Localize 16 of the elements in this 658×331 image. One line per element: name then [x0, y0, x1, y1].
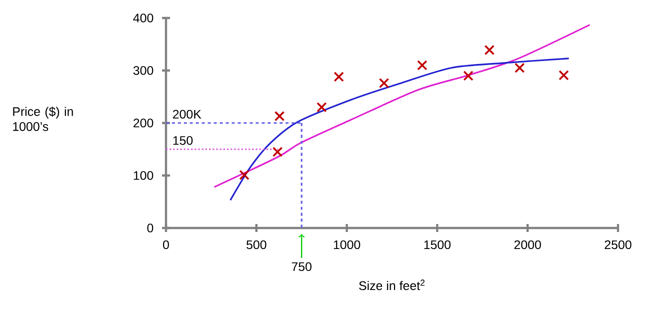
y-tick-label: 100 — [134, 171, 154, 180]
y-tick-label: 0 — [147, 224, 154, 232]
x-tick-label: 2000 — [514, 240, 541, 250]
x-axis-title: Size in feet$^{2}$ — [359, 280, 425, 290]
x-tick-label: 500 — [246, 240, 266, 250]
annotation: 750 — [292, 262, 312, 272]
y-tick-label: 400 — [133, 14, 154, 22]
x-tick-label: 0 — [163, 240, 169, 250]
x-tick-label: 1000 — [334, 240, 360, 250]
y-axis-title: Price ($) in 1000’s — [13, 106, 73, 131]
y-tick-label: 200 — [134, 118, 154, 128]
y-tick-label: 300 — [133, 66, 154, 75]
x-tick-label: 2500 — [604, 240, 632, 250]
annotation: 150 — [173, 136, 193, 145]
x-tick-label: 1500 — [424, 240, 451, 250]
annotation: 200K — [172, 110, 202, 119]
